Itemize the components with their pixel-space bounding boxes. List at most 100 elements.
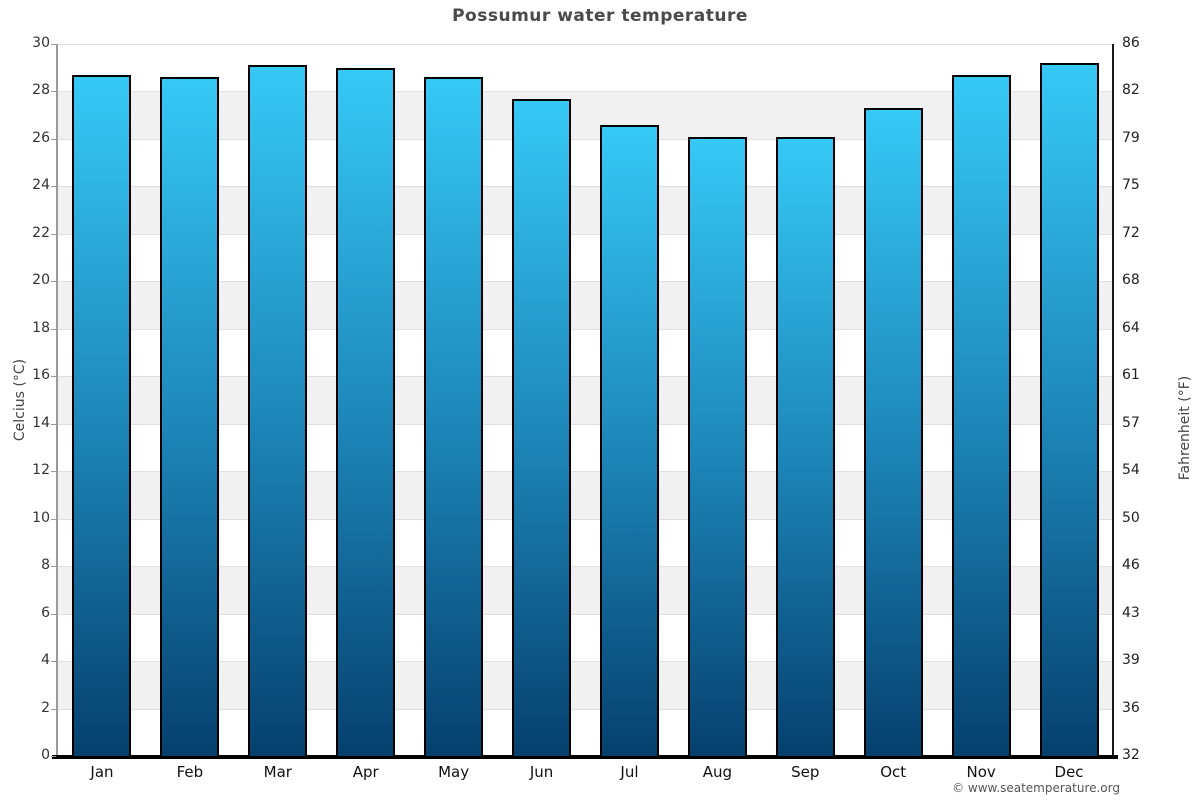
fahrenheit-tick-label: 72 bbox=[1122, 224, 1140, 241]
plot-band bbox=[58, 376, 1113, 424]
y-axis-title-celsius: Celcius (°C) bbox=[12, 358, 28, 442]
celsius-tick-label: 18 bbox=[32, 319, 50, 336]
fahrenheit-tick-label: 75 bbox=[1122, 177, 1140, 194]
celsius-tick-mark bbox=[51, 328, 56, 330]
celsius-tick-label: 16 bbox=[32, 367, 50, 384]
fahrenheit-tick-label: 86 bbox=[1122, 35, 1140, 51]
fahrenheit-tick-label: 50 bbox=[1122, 509, 1140, 526]
gridline bbox=[58, 91, 1113, 93]
celsius-tick-mark bbox=[51, 423, 56, 425]
celsius-tick-mark bbox=[51, 471, 56, 473]
plot-band bbox=[58, 471, 1113, 519]
celsius-tick-mark bbox=[51, 376, 56, 378]
temperature-bar-apr bbox=[336, 67, 396, 756]
month-label-sep: Sep bbox=[791, 763, 820, 781]
month-label-apr: Apr bbox=[352, 763, 379, 781]
gridline bbox=[58, 376, 1113, 378]
temperature-bar-nov bbox=[951, 74, 1011, 756]
plot-band bbox=[58, 186, 1113, 234]
copyright-watermark: © www.seatemperature.org bbox=[952, 781, 1120, 795]
fahrenheit-tick-label: 54 bbox=[1122, 462, 1140, 479]
y-axis-line-celsius bbox=[56, 44, 58, 756]
celsius-tick-mark bbox=[51, 233, 56, 235]
celsius-tick-label: 0 bbox=[41, 747, 50, 763]
temperature-bar-jan bbox=[72, 74, 132, 756]
fahrenheit-tick-label: 32 bbox=[1122, 747, 1140, 763]
celsius-tick-mark bbox=[51, 613, 56, 615]
gridline bbox=[58, 186, 1113, 188]
celsius-tick-label: 8 bbox=[41, 557, 50, 574]
celsius-tick-label: 2 bbox=[41, 699, 50, 716]
fahrenheit-tick-label: 82 bbox=[1122, 82, 1140, 99]
month-label-jul: Jul bbox=[620, 763, 639, 781]
month-label-jan: Jan bbox=[90, 763, 114, 781]
celsius-tick-mark bbox=[51, 708, 56, 710]
celsius-tick-label: 4 bbox=[41, 652, 50, 669]
fahrenheit-tick-label: 79 bbox=[1122, 129, 1140, 146]
temperature-bar-jun bbox=[512, 98, 572, 756]
x-axis-line bbox=[52, 755, 1118, 759]
fahrenheit-tick-label: 39 bbox=[1122, 652, 1140, 669]
month-label-aug: Aug bbox=[702, 763, 733, 781]
celsius-tick-label: 26 bbox=[32, 129, 50, 146]
gridline bbox=[58, 281, 1113, 283]
temperature-bar-feb bbox=[160, 77, 220, 756]
fahrenheit-tick-label: 61 bbox=[1122, 367, 1140, 384]
celsius-tick-mark bbox=[51, 518, 56, 520]
month-label-nov: Nov bbox=[966, 763, 996, 781]
gridline bbox=[58, 613, 1113, 615]
month-label-feb: Feb bbox=[176, 763, 204, 781]
month-label-jun: Jun bbox=[529, 763, 554, 781]
celsius-tick-label: 24 bbox=[32, 177, 50, 194]
plot-band bbox=[58, 661, 1113, 709]
celsius-tick-label: 6 bbox=[41, 604, 50, 621]
temperature-bar-dec bbox=[1039, 62, 1099, 756]
fahrenheit-tick-label: 68 bbox=[1122, 272, 1140, 289]
gridline bbox=[58, 138, 1113, 140]
temperature-bar-jul bbox=[599, 124, 659, 756]
celsius-tick-mark bbox=[51, 281, 56, 283]
month-label-oct: Oct bbox=[880, 763, 907, 781]
celsius-tick-label: 14 bbox=[32, 414, 50, 431]
gridline bbox=[58, 233, 1113, 235]
month-label-mar: Mar bbox=[263, 763, 292, 781]
temperature-bar-sep bbox=[775, 136, 835, 756]
temperature-bar-mar bbox=[248, 65, 308, 756]
temperature-bar-aug bbox=[687, 136, 747, 756]
gridline bbox=[58, 708, 1113, 710]
month-label-dec: Dec bbox=[1054, 763, 1084, 781]
temperature-bar-may bbox=[424, 77, 484, 756]
gridline bbox=[58, 423, 1113, 425]
temperature-bar-oct bbox=[863, 108, 923, 756]
plot-band bbox=[58, 281, 1113, 329]
gridline bbox=[58, 44, 1113, 45]
celsius-tick-mark bbox=[51, 186, 56, 188]
celsius-tick-mark bbox=[51, 138, 56, 140]
plot-area bbox=[58, 44, 1113, 757]
celsius-tick-label: 10 bbox=[32, 509, 50, 526]
plot-band bbox=[58, 566, 1113, 614]
celsius-tick-label: 22 bbox=[32, 224, 50, 241]
gridline bbox=[58, 518, 1113, 520]
plot-band bbox=[58, 91, 1113, 139]
celsius-tick-mark bbox=[51, 566, 56, 568]
fahrenheit-tick-label: 43 bbox=[1122, 604, 1140, 621]
fahrenheit-tick-label: 36 bbox=[1122, 699, 1140, 716]
celsius-tick-label: 12 bbox=[32, 462, 50, 479]
celsius-tick-label: 28 bbox=[32, 82, 50, 99]
celsius-tick-mark bbox=[51, 91, 56, 93]
gridline bbox=[58, 566, 1113, 568]
gridline bbox=[58, 471, 1113, 473]
celsius-tick-label: 20 bbox=[32, 272, 50, 289]
gridline bbox=[58, 661, 1113, 663]
y-axis-line-fahrenheit bbox=[1112, 44, 1114, 756]
celsius-tick-label: 30 bbox=[32, 35, 50, 51]
celsius-tick-mark bbox=[51, 756, 56, 757]
chart-title: Possumur water temperature bbox=[452, 6, 748, 26]
fahrenheit-tick-label: 64 bbox=[1122, 319, 1140, 336]
month-label-may: May bbox=[438, 763, 470, 781]
gridline bbox=[58, 328, 1113, 330]
celsius-tick-mark bbox=[51, 661, 56, 663]
fahrenheit-tick-label: 46 bbox=[1122, 557, 1140, 574]
